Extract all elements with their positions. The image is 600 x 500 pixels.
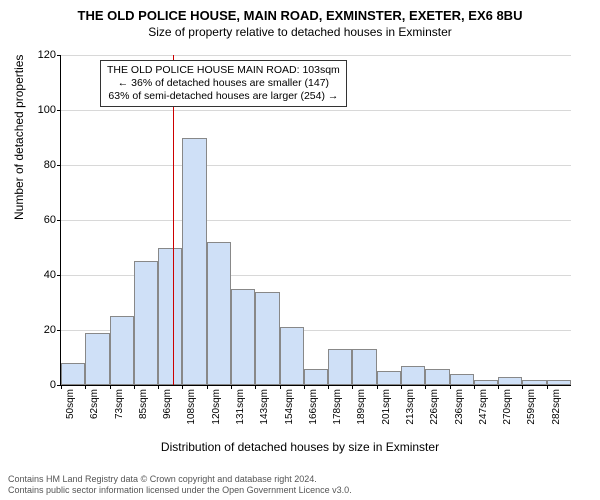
x-tick-mark: [474, 385, 475, 389]
x-tick-label: 282sqm: [551, 389, 562, 439]
x-tick-label: 178sqm: [332, 389, 343, 439]
x-tick-mark: [425, 385, 426, 389]
x-tick-mark: [401, 385, 402, 389]
histogram-bar: [182, 138, 206, 386]
x-tick-mark: [498, 385, 499, 389]
x-tick-mark: [85, 385, 86, 389]
x-tick-label: 270sqm: [502, 389, 513, 439]
y-tick-label: 20: [31, 324, 56, 336]
chart-subtitle: Size of property relative to detached ho…: [0, 23, 600, 39]
y-tick-label: 0: [31, 379, 56, 391]
x-tick-mark: [182, 385, 183, 389]
x-tick-mark: [158, 385, 159, 389]
histogram-bar: [425, 369, 449, 386]
annotation-line: 63% of semi-detached houses are larger (…: [107, 90, 340, 103]
x-tick-label: 50sqm: [65, 389, 76, 439]
x-tick-label: 201sqm: [381, 389, 392, 439]
y-tick-label: 80: [31, 159, 56, 171]
x-tick-label: 247sqm: [478, 389, 489, 439]
x-tick-mark: [207, 385, 208, 389]
attribution-footer: Contains HM Land Registry data © Crown c…: [8, 474, 352, 496]
x-tick-label: 226sqm: [429, 389, 440, 439]
x-tick-label: 85sqm: [138, 389, 149, 439]
x-tick-mark: [231, 385, 232, 389]
y-tick-mark: [57, 165, 61, 166]
histogram-bar: [255, 292, 279, 386]
histogram-bar: [85, 333, 109, 385]
x-tick-mark: [450, 385, 451, 389]
x-tick-label: 189sqm: [356, 389, 367, 439]
x-tick-mark: [547, 385, 548, 389]
x-tick-label: 143sqm: [259, 389, 270, 439]
annotation-box: THE OLD POLICE HOUSE MAIN ROAD: 103sqm ←…: [100, 60, 347, 107]
x-tick-mark: [352, 385, 353, 389]
x-tick-mark: [110, 385, 111, 389]
x-tick-mark: [328, 385, 329, 389]
grid-line: [61, 220, 571, 221]
histogram-bar: [61, 363, 85, 385]
grid-line: [61, 165, 571, 166]
histogram-bar: [134, 261, 158, 385]
histogram-bar: [522, 380, 546, 386]
chart-area: 02040608010012050sqm62sqm73sqm85sqm96sqm…: [60, 55, 570, 415]
x-tick-label: 62sqm: [89, 389, 100, 439]
histogram-bar: [328, 349, 352, 385]
y-tick-label: 100: [31, 104, 56, 116]
x-tick-mark: [61, 385, 62, 389]
x-tick-mark: [377, 385, 378, 389]
x-axis-label: Distribution of detached houses by size …: [0, 440, 600, 454]
grid-line: [61, 110, 571, 111]
histogram-bar: [280, 327, 304, 385]
footer-line: Contains HM Land Registry data © Crown c…: [8, 474, 352, 485]
y-tick-mark: [57, 55, 61, 56]
x-tick-mark: [255, 385, 256, 389]
x-tick-mark: [280, 385, 281, 389]
histogram-bar: [231, 289, 255, 385]
histogram-bar: [304, 369, 328, 386]
y-tick-label: 60: [31, 214, 56, 226]
annotation-line: ← 36% of detached houses are smaller (14…: [107, 77, 340, 90]
x-tick-label: 154sqm: [284, 389, 295, 439]
histogram-bar: [498, 377, 522, 385]
histogram-bar: [158, 248, 182, 386]
x-tick-mark: [134, 385, 135, 389]
y-tick-mark: [57, 275, 61, 276]
histogram-bar: [377, 371, 401, 385]
x-tick-label: 166sqm: [308, 389, 319, 439]
x-tick-label: 213sqm: [405, 389, 416, 439]
y-tick-label: 120: [31, 49, 56, 61]
histogram-bar: [474, 380, 498, 386]
grid-line: [61, 55, 571, 56]
y-tick-mark: [57, 110, 61, 111]
histogram-bar: [547, 380, 571, 386]
x-tick-mark: [522, 385, 523, 389]
y-tick-label: 40: [31, 269, 56, 281]
histogram-bar: [110, 316, 134, 385]
x-tick-label: 96sqm: [162, 389, 173, 439]
histogram-bar: [450, 374, 474, 385]
histogram-bar: [401, 366, 425, 385]
annotation-line: THE OLD POLICE HOUSE MAIN ROAD: 103sqm: [107, 64, 340, 77]
y-tick-mark: [57, 220, 61, 221]
x-tick-label: 131sqm: [235, 389, 246, 439]
x-tick-mark: [304, 385, 305, 389]
histogram-bar: [207, 242, 231, 385]
x-tick-label: 73sqm: [114, 389, 125, 439]
x-tick-label: 120sqm: [211, 389, 222, 439]
histogram-bar: [352, 349, 376, 385]
footer-line: Contains public sector information licen…: [8, 485, 352, 496]
x-tick-label: 108sqm: [186, 389, 197, 439]
x-tick-label: 236sqm: [454, 389, 465, 439]
y-axis-label: Number of detached properties: [12, 55, 26, 220]
chart-title: THE OLD POLICE HOUSE, MAIN ROAD, EXMINST…: [0, 0, 600, 23]
y-tick-mark: [57, 330, 61, 331]
x-tick-label: 259sqm: [526, 389, 537, 439]
